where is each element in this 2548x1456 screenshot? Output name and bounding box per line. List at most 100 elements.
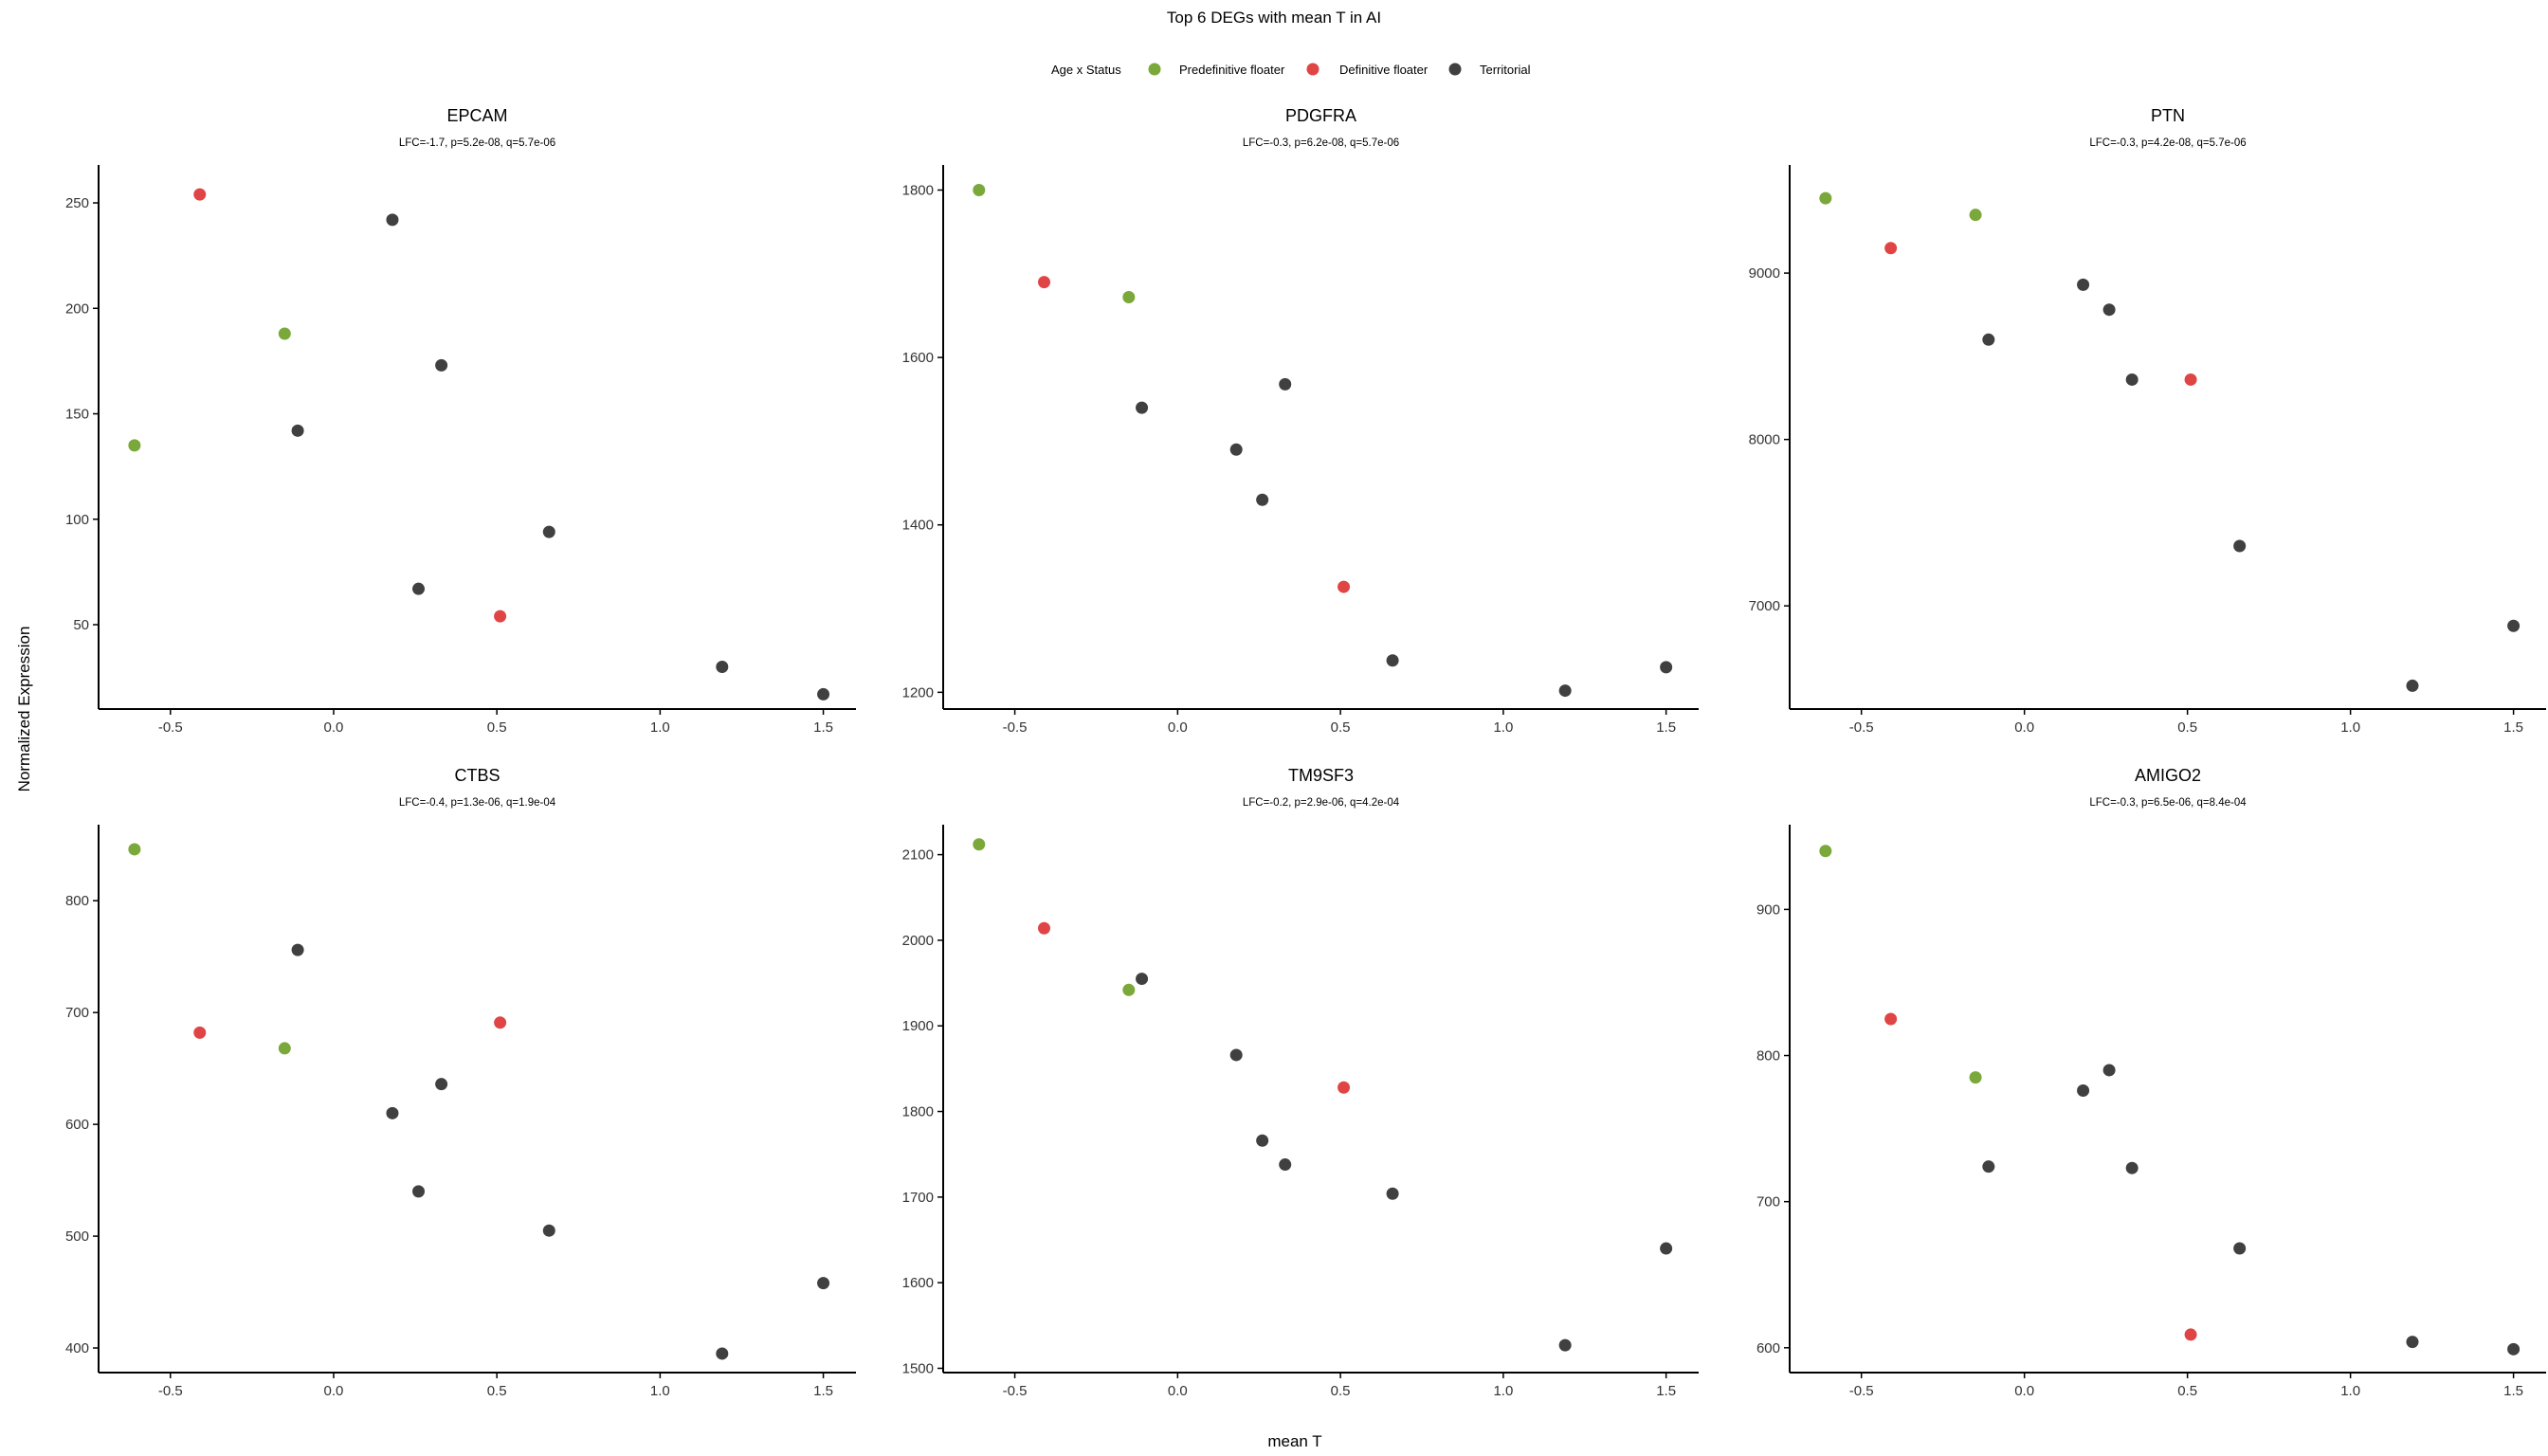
- point-territorial: [1982, 333, 1995, 346]
- x-tick-label: 0.5: [1331, 719, 1351, 736]
- panel-title: TM9SF3: [1288, 766, 1354, 785]
- series-predefinitive-floater: [128, 843, 291, 1055]
- point-definitive-floater: [193, 1026, 207, 1039]
- point-territorial: [1229, 1048, 1243, 1062]
- series-definitive-floater: [1884, 1012, 2197, 1341]
- panel-title: AMIGO2: [2135, 766, 2201, 785]
- y-tick-label: 700: [1756, 1194, 1780, 1210]
- x-tick-label: 0.5: [487, 1383, 507, 1399]
- point-definitive-floater: [1037, 276, 1050, 289]
- point-definitive-floater: [494, 1016, 507, 1029]
- point-territorial: [2102, 303, 2116, 317]
- y-tick-label: 150: [65, 407, 89, 423]
- panel-title: EPCAM: [446, 106, 507, 125]
- series-definitive-floater: [1884, 242, 2197, 386]
- legend-label-territorial: Territorial: [1480, 63, 1531, 77]
- y-tick-label: 1500: [902, 1360, 934, 1376]
- point-territorial: [1660, 1242, 1673, 1255]
- x-tick-label: 0.5: [487, 719, 507, 736]
- point-territorial: [2406, 679, 2419, 692]
- point-territorial: [2077, 1084, 2090, 1098]
- point-territorial: [2233, 539, 2247, 553]
- y-tick-label: 7000: [1749, 598, 1780, 614]
- legend-marker-definitive-floater: [1306, 63, 1320, 76]
- point-territorial: [2507, 1342, 2521, 1356]
- point-definitive-floater: [1338, 1081, 1351, 1094]
- y-tick-label: 900: [1756, 901, 1780, 918]
- point-predefinitive-floater: [1819, 191, 1832, 205]
- point-territorial: [817, 687, 830, 701]
- point-territorial: [412, 582, 426, 595]
- x-tick-label: 0.5: [2177, 1383, 2197, 1399]
- point-territorial: [1229, 443, 1243, 456]
- x-tick-label: -0.5: [158, 1383, 183, 1399]
- point-territorial: [2233, 1242, 2247, 1255]
- point-territorial: [435, 1078, 448, 1091]
- point-predefinitive-floater: [278, 1042, 291, 1055]
- panel-subtitle: LFC=-0.3, p=6.5e-06, q=8.4e-04: [2089, 797, 2247, 809]
- point-territorial: [435, 358, 448, 372]
- point-territorial: [1660, 661, 1673, 674]
- point-territorial: [1982, 1160, 1995, 1174]
- y-tick-label: 1700: [902, 1190, 934, 1206]
- x-tick-label: -0.5: [1003, 719, 1028, 736]
- x-tick-label: 0.0: [1168, 719, 1188, 736]
- series-definitive-floater: [1037, 921, 1351, 1094]
- point-definitive-floater: [193, 188, 207, 201]
- series-territorial: [1136, 377, 1673, 698]
- point-territorial: [1279, 377, 1292, 391]
- point-territorial: [1386, 1187, 1399, 1200]
- series-predefinitive-floater: [128, 327, 291, 452]
- legend: Age x Status Predefinitive floater Defin…: [1051, 63, 1531, 77]
- point-territorial: [716, 1347, 729, 1360]
- x-tick-label: 1.0: [650, 1383, 670, 1399]
- point-territorial: [716, 661, 729, 674]
- point-definitive-floater: [494, 610, 507, 623]
- x-tick-label: 0.5: [2177, 719, 2197, 736]
- x-tick-label: 1.0: [650, 719, 670, 736]
- x-tick-label: 1.5: [2503, 719, 2523, 736]
- y-tick-label: 250: [65, 195, 89, 211]
- point-territorial: [412, 1185, 426, 1198]
- point-definitive-floater: [1884, 242, 1898, 255]
- x-tick-label: 0.5: [1331, 1383, 1351, 1399]
- point-territorial: [291, 943, 304, 956]
- y-tick-label: 600: [1756, 1340, 1780, 1356]
- point-predefinitive-floater: [128, 843, 141, 856]
- point-predefinitive-floater: [1969, 209, 1982, 222]
- y-tick-label: 2000: [902, 933, 934, 949]
- x-tick-label: 1.5: [1656, 719, 1676, 736]
- series-territorial: [291, 213, 830, 701]
- point-territorial: [1136, 401, 1149, 414]
- point-territorial: [542, 525, 555, 538]
- point-territorial: [1279, 1158, 1292, 1172]
- panel-subtitle: LFC=-0.4, p=1.3e-06, q=1.9e-04: [399, 797, 556, 809]
- point-definitive-floater: [2184, 373, 2197, 386]
- point-definitive-floater: [1037, 921, 1050, 935]
- panel-ptn: PTN LFC=-0.3, p=4.2e-08, q=5.7e-06 7000 800…: [1749, 106, 2546, 736]
- x-tick-label: 1.0: [2340, 1383, 2360, 1399]
- point-territorial: [386, 1106, 399, 1119]
- series-definitive-floater: [1037, 276, 1351, 593]
- panel-epcam: EPCAM LFC=-1.7, p=5.2e-08, q=5.7e-06 50 100…: [65, 106, 856, 736]
- y-tick-label: 800: [65, 893, 89, 909]
- series-predefinitive-floater: [1819, 845, 1982, 1084]
- x-tick-label: 0.0: [2014, 719, 2034, 736]
- x-tick-label: 1.5: [1656, 1383, 1676, 1399]
- legend-item-territorial: Territorial: [1448, 63, 1531, 77]
- point-territorial: [291, 424, 304, 437]
- y-tick-label: 1600: [902, 1275, 934, 1291]
- x-tick-label: -0.5: [1849, 719, 1874, 736]
- y-axis-label: Normalized Expression: [15, 627, 33, 792]
- series-territorial: [291, 943, 830, 1360]
- point-definitive-floater: [1338, 580, 1351, 593]
- point-territorial: [2507, 619, 2521, 632]
- y-tick-label: 1800: [902, 182, 934, 198]
- point-territorial: [817, 1277, 830, 1290]
- y-tick-label: 100: [65, 512, 89, 528]
- y-tick-label: 600: [65, 1117, 89, 1133]
- y-tick-label: 50: [73, 617, 89, 633]
- y-tick-label: 1800: [902, 1104, 934, 1120]
- point-predefinitive-floater: [1122, 983, 1136, 996]
